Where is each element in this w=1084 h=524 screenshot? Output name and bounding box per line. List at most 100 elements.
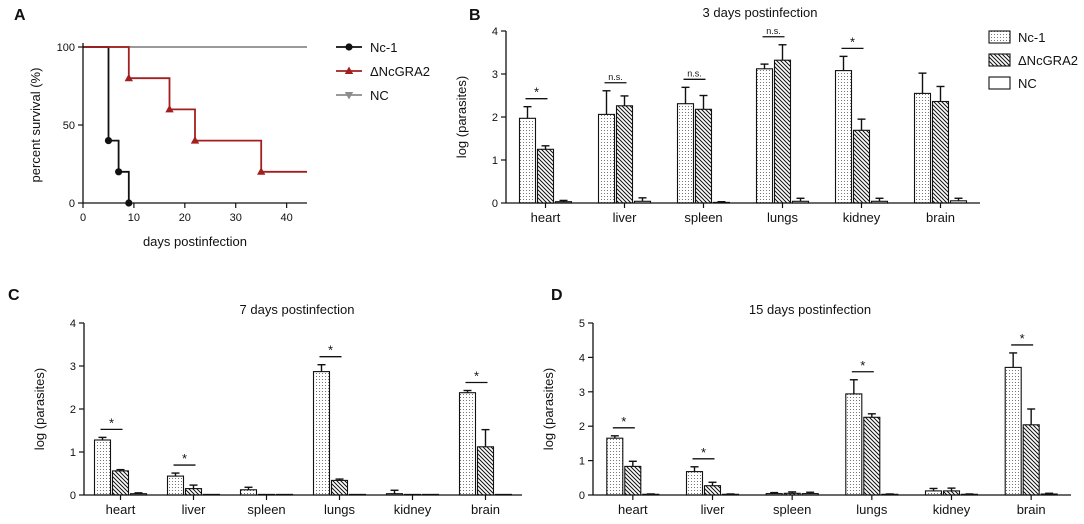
bar-heart-s1 bbox=[624, 465, 642, 496]
panel-label-d: D bbox=[551, 287, 563, 304]
chart-title: 3 days postinfection bbox=[703, 5, 818, 20]
y-tick-label: 3 bbox=[579, 387, 585, 399]
legend-label-s1: ΔNcGRA2 bbox=[1018, 53, 1078, 68]
x-tick-label: 40 bbox=[281, 212, 293, 224]
legend-marker-nc1 bbox=[345, 43, 353, 51]
bar-brain-s0 bbox=[458, 392, 477, 496]
y-tick-label: 3 bbox=[70, 361, 76, 373]
x-tick-label-lungs: lungs bbox=[767, 210, 799, 225]
x-tick-label-brain: brain bbox=[926, 210, 955, 225]
sig-label-liver: n.s. bbox=[608, 72, 623, 82]
sig-label-liver: * bbox=[701, 445, 706, 460]
x-tick-label: 0 bbox=[80, 212, 86, 224]
bar-liver-s0 bbox=[685, 471, 704, 496]
bar-kidney-s0 bbox=[834, 70, 853, 204]
bar-brain-s1 bbox=[476, 446, 495, 496]
legend-swatch-s0 bbox=[988, 30, 1011, 44]
y-tick-label: 100 bbox=[57, 42, 75, 54]
y-tick-label: 2 bbox=[579, 421, 585, 433]
x-tick-label-kidney: kidney bbox=[843, 210, 881, 225]
bar-heart-s0 bbox=[93, 439, 112, 496]
y-tick-label: 0 bbox=[579, 490, 585, 502]
legend-marker-dngra2 bbox=[344, 66, 354, 74]
bar-lungs-s0 bbox=[312, 371, 331, 496]
x-tick-label-heart: heart bbox=[531, 210, 561, 225]
sig-label-kidney: * bbox=[850, 34, 855, 49]
bar-liver-s0 bbox=[166, 475, 185, 496]
y-tick-label: 1 bbox=[579, 456, 585, 468]
chart-title: 15 days postinfection bbox=[749, 302, 871, 317]
x-tick-label-brain: brain bbox=[1017, 502, 1046, 517]
x-tick-label: 10 bbox=[128, 212, 140, 224]
sig-label-brain: * bbox=[474, 369, 479, 384]
y-tick-label: 2 bbox=[492, 112, 498, 124]
x-tick-label-spleen: spleen bbox=[247, 502, 285, 517]
y-tick-label: 0 bbox=[69, 198, 75, 210]
x-tick-label-kidney: kidney bbox=[933, 502, 971, 517]
legend-label-s2: NC bbox=[1018, 76, 1037, 91]
bar-brain-s0 bbox=[1004, 366, 1022, 496]
bar-liver-s1 bbox=[703, 485, 722, 496]
y-axis-label: log (parasites) bbox=[541, 368, 556, 450]
x-axis-label: days postinfection bbox=[143, 234, 247, 249]
x-tick-label: 30 bbox=[230, 212, 242, 224]
bar-lungs-s1 bbox=[330, 479, 349, 496]
bar-lungs-s1 bbox=[773, 59, 792, 204]
bar-brain-s1 bbox=[931, 100, 950, 204]
sig-label-lungs: n.s. bbox=[766, 26, 781, 36]
sig-label-heart: * bbox=[621, 414, 626, 429]
x-tick-label-spleen: spleen bbox=[684, 210, 722, 225]
sig-label-lungs: * bbox=[328, 343, 333, 358]
y-tick-label: 1 bbox=[492, 155, 498, 167]
bar-spleen-s0 bbox=[676, 103, 695, 204]
panel-label-b: B bbox=[469, 7, 481, 24]
x-tick-label-liver: liver bbox=[613, 210, 638, 225]
series-line-dngra2 bbox=[83, 46, 307, 173]
bar-heart-s0 bbox=[518, 117, 537, 204]
x-tick-label-kidney: kidney bbox=[394, 502, 432, 517]
bar-lungs-s0 bbox=[755, 68, 774, 204]
sig-label-heart: * bbox=[109, 415, 114, 430]
bar-brain-s0 bbox=[913, 92, 932, 204]
y-axis-label: percent survival (%) bbox=[28, 68, 43, 183]
panel-a-survival-chart: A 0 50 100 0 10 20 30 40 days postinfection percen… bbox=[14, 7, 430, 249]
marker-nc1-0 bbox=[104, 137, 113, 145]
legend-label-s0: Nc-1 bbox=[1018, 30, 1045, 45]
bar-liver-s1 bbox=[184, 488, 203, 496]
marker-dngra2-0 bbox=[124, 73, 134, 82]
marker-dngra2-2 bbox=[190, 136, 200, 144]
bar-liver-s0 bbox=[597, 113, 616, 204]
panel-c-7-days-chart: C 7 days postinfection heart liver spleen lun… bbox=[8, 287, 522, 517]
series-line-nc1 bbox=[83, 46, 130, 203]
y-axis-label: log (parasites) bbox=[454, 76, 469, 158]
legend-marker-nc bbox=[344, 92, 354, 100]
marker-dngra2-3 bbox=[256, 167, 266, 175]
legend-label-nc: NC bbox=[370, 88, 389, 103]
x-tick-label-lungs: lungs bbox=[324, 502, 356, 517]
x-tick-label-brain: brain bbox=[471, 502, 500, 517]
y-tick-label: 0 bbox=[492, 198, 498, 210]
y-tick-label: 4 bbox=[579, 352, 585, 364]
legend-label-dngra2: ΔNcGRA2 bbox=[370, 64, 430, 79]
bar-heart-s0 bbox=[606, 437, 624, 496]
y-tick-label: 1 bbox=[70, 447, 76, 459]
chart-title: 7 days postinfection bbox=[240, 302, 355, 317]
y-tick-label: 4 bbox=[70, 318, 76, 330]
y-tick-label: 5 bbox=[579, 318, 585, 330]
y-tick-label: 4 bbox=[492, 26, 498, 38]
y-tick-label: 0 bbox=[70, 490, 76, 502]
panel-label-c: C bbox=[8, 287, 20, 304]
x-tick-label: 20 bbox=[179, 212, 191, 224]
panel-label-a: A bbox=[14, 7, 26, 24]
y-axis-label: log (parasites) bbox=[32, 368, 47, 450]
bar-kidney-s1 bbox=[852, 129, 871, 204]
bar-heart-s1 bbox=[111, 470, 130, 496]
bar-spleen-s1 bbox=[694, 108, 713, 204]
legend-swatch-s2 bbox=[988, 76, 1011, 90]
marker-nc1-1 bbox=[115, 168, 123, 176]
sig-label-spleen: n.s. bbox=[687, 68, 702, 78]
x-tick-label-heart: heart bbox=[106, 502, 136, 517]
panel-b-3-days-chart: B 3 days postinfection heart liver spleen lun… bbox=[454, 5, 1078, 225]
marker-dngra2-1 bbox=[165, 104, 174, 113]
